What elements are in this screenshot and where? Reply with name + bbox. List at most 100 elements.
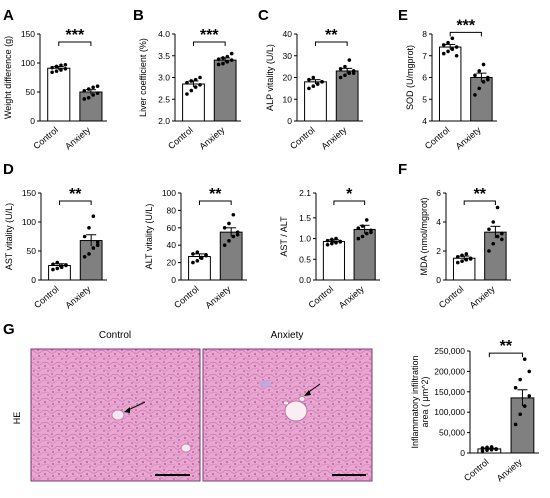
data-point	[500, 231, 504, 236]
data-point	[518, 377, 522, 382]
data-point	[63, 62, 68, 67]
data-point	[59, 68, 63, 72]
y-tick-label: 10	[283, 94, 293, 104]
data-point	[50, 70, 54, 75]
data-point	[522, 357, 527, 361]
category-label: Anxiety	[495, 457, 524, 484]
data-point	[441, 43, 446, 47]
data-point	[481, 62, 486, 67]
data-point	[82, 254, 87, 259]
y-axis-label: ALP vitality (U/L)	[265, 44, 275, 111]
panel-label-g: G	[3, 321, 15, 338]
data-point	[338, 67, 343, 71]
histology-image-control	[30, 348, 201, 482]
chart-alt-vitality: 0 20 40 60 80 100 ALT vitality (U/L) Control Anx…	[144, 186, 247, 311]
data-point	[50, 65, 54, 70]
data-point	[356, 226, 361, 231]
data-point	[441, 51, 446, 56]
data-point	[95, 243, 100, 247]
data-point	[231, 212, 236, 217]
data-point	[480, 449, 485, 453]
data-point	[477, 69, 482, 73]
data-point	[311, 75, 316, 80]
panel-label-b: B	[133, 7, 144, 24]
data-point	[338, 75, 343, 80]
data-point	[229, 58, 234, 62]
data-point	[489, 447, 494, 452]
data-point	[191, 252, 195, 256]
data-point	[82, 97, 87, 101]
data-point	[199, 255, 204, 260]
data-point	[464, 252, 469, 256]
y-tick-label: 2	[436, 246, 441, 256]
category-label: Anxiety	[468, 284, 497, 311]
y-tick-label: 5	[422, 94, 427, 104]
data-point	[527, 369, 532, 374]
y-tick-label: 0	[287, 116, 292, 126]
data-point	[446, 40, 450, 45]
data-point	[235, 230, 240, 234]
data-point	[307, 86, 311, 91]
data-point	[450, 47, 455, 52]
data-point	[222, 226, 227, 230]
category-label: Anxiety	[337, 284, 366, 311]
data-point	[315, 82, 320, 86]
y-tick-label: 0	[436, 275, 441, 285]
bar-control	[48, 265, 71, 281]
data-point	[54, 64, 59, 69]
data-point	[51, 267, 55, 272]
data-point	[455, 254, 460, 259]
bar-anxiety	[470, 77, 493, 122]
data-point	[59, 63, 63, 68]
data-point	[330, 241, 334, 246]
y-tick-label: 3.0	[158, 73, 170, 83]
y-tick-label: 0	[31, 275, 36, 285]
data-point	[369, 230, 373, 235]
panel-label-a: A	[3, 7, 14, 24]
panel-label-e: E	[398, 7, 408, 24]
y-tick-label: 100	[21, 58, 35, 68]
data-point	[225, 54, 230, 59]
y-tick-label: 250,000	[434, 346, 465, 356]
data-point	[221, 56, 225, 60]
y-tick-label: 3.5	[158, 51, 170, 61]
data-point	[91, 93, 95, 97]
y-axis-label: MDA (nmol/mgprot)	[419, 197, 429, 275]
y-tick-label: 0	[460, 448, 465, 458]
significance-bracket	[314, 41, 348, 46]
data-point	[486, 77, 490, 82]
significance-bracket	[58, 41, 92, 46]
data-point	[225, 60, 230, 64]
data-point	[450, 36, 455, 41]
data-point	[55, 260, 60, 265]
data-point	[481, 80, 486, 84]
data-point	[454, 45, 459, 49]
significance-bracket	[198, 200, 232, 205]
category-label: Control	[423, 125, 452, 151]
y-axis-label: Weight difference (g)	[3, 36, 13, 119]
category-label: Anxiety	[63, 125, 92, 152]
data-point	[495, 234, 500, 239]
data-point	[54, 69, 59, 73]
data-point	[87, 226, 91, 230]
data-point	[477, 86, 482, 91]
y-tick-label: 0.0	[299, 275, 311, 285]
significance-stars: *	[346, 186, 353, 203]
y-axis-label-line2: area ( μm^2)	[420, 377, 430, 428]
data-point	[189, 79, 194, 83]
data-point	[216, 57, 221, 62]
data-point	[454, 53, 459, 58]
y-tick-label: 4	[436, 217, 441, 227]
data-point	[191, 260, 195, 265]
data-point	[320, 80, 324, 84]
y-tick-label: 150,000	[434, 387, 465, 397]
y-tick-label: 0	[171, 275, 176, 285]
data-point	[487, 227, 491, 232]
category-label: Control	[31, 125, 60, 151]
y-tick-label: 1.0	[299, 234, 311, 244]
panel-label-d: D	[3, 161, 14, 178]
significance-stars: **	[209, 186, 222, 203]
data-point	[95, 240, 100, 245]
data-point	[343, 73, 347, 78]
significance-stars: **	[69, 186, 82, 203]
